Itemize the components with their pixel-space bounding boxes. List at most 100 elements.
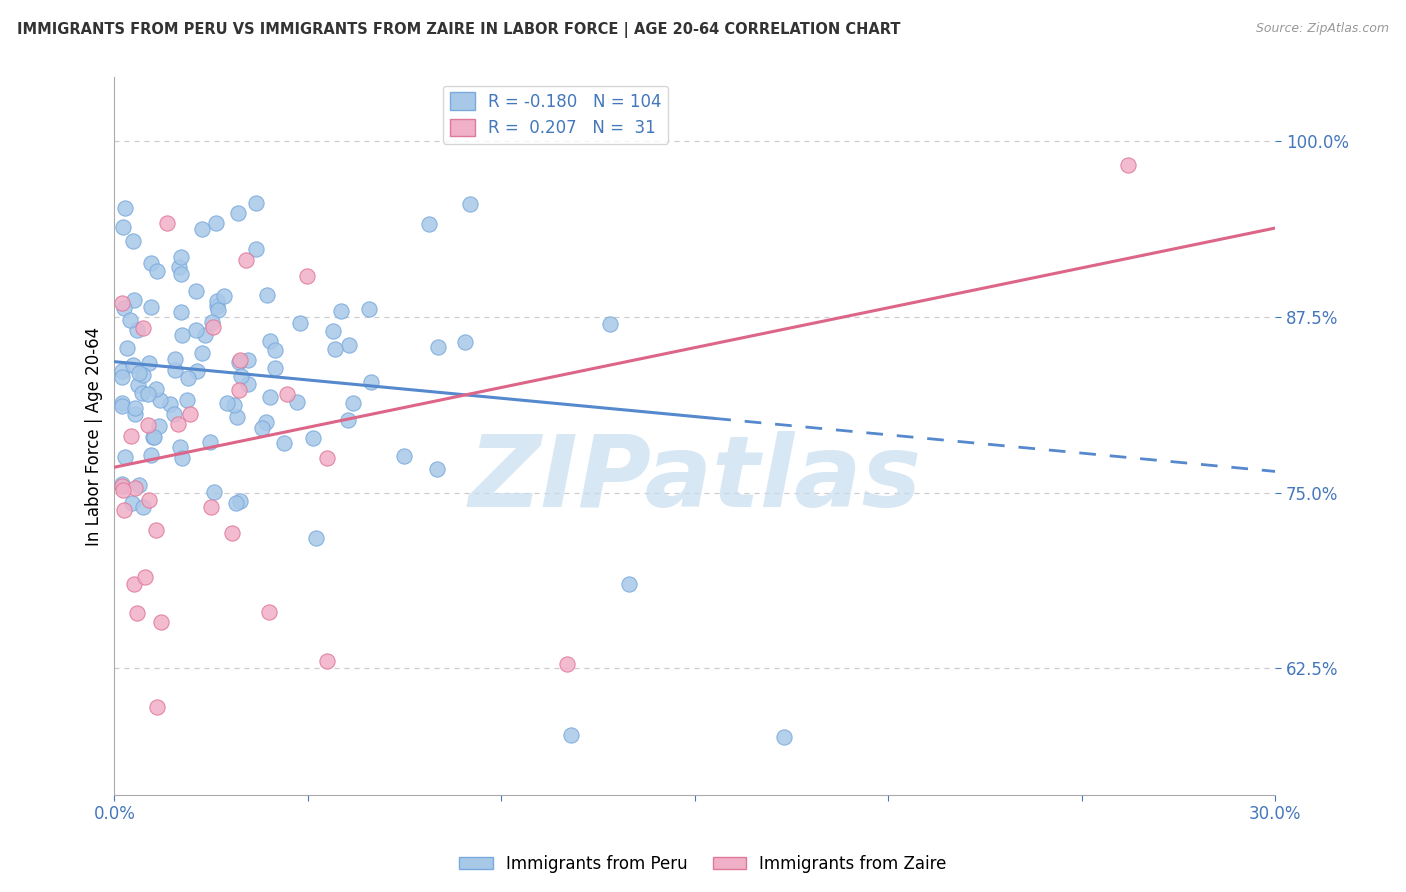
Point bbox=[201, 315, 224, 329]
Point bbox=[127, 378, 149, 392]
Point bbox=[259, 391, 281, 405]
Point bbox=[172, 328, 194, 343]
Point bbox=[221, 526, 243, 541]
Point bbox=[138, 493, 160, 508]
Point bbox=[120, 428, 142, 442]
Point bbox=[360, 375, 382, 389]
Point bbox=[202, 485, 225, 500]
Point bbox=[198, 435, 221, 450]
Point bbox=[125, 323, 148, 337]
Point bbox=[322, 324, 344, 338]
Point bbox=[316, 654, 339, 668]
Point bbox=[165, 363, 187, 377]
Point bbox=[460, 197, 482, 211]
Point bbox=[229, 353, 252, 368]
Point bbox=[169, 260, 191, 274]
Point bbox=[111, 396, 134, 410]
Point bbox=[131, 385, 153, 400]
Text: IMMIGRANTS FROM PERU VS IMMIGRANTS FROM ZAIRE IN LABOR FORCE | AGE 20-64 CORRELA: IMMIGRANTS FROM PERU VS IMMIGRANTS FROM … bbox=[17, 22, 900, 38]
Point bbox=[148, 419, 170, 434]
Point bbox=[212, 289, 235, 303]
Point bbox=[191, 346, 214, 360]
Point bbox=[184, 323, 207, 337]
Point bbox=[184, 284, 207, 298]
Point bbox=[143, 429, 166, 443]
Point bbox=[134, 570, 156, 584]
Point bbox=[250, 421, 273, 435]
Point bbox=[245, 242, 267, 256]
Point bbox=[111, 295, 134, 310]
Point bbox=[121, 234, 143, 248]
Point bbox=[111, 483, 134, 498]
Point bbox=[236, 377, 259, 392]
Point bbox=[273, 435, 295, 450]
Point bbox=[145, 263, 167, 277]
Point bbox=[205, 293, 228, 308]
Point bbox=[225, 409, 247, 424]
Point bbox=[229, 494, 252, 508]
Point bbox=[337, 413, 360, 427]
Point bbox=[165, 352, 187, 367]
Point bbox=[236, 352, 259, 367]
Text: ZIPatlas: ZIPatlas bbox=[468, 431, 921, 528]
Point bbox=[225, 496, 247, 510]
Point bbox=[325, 342, 347, 356]
Point bbox=[560, 727, 582, 741]
Point bbox=[169, 440, 191, 454]
Point bbox=[169, 267, 191, 281]
Point bbox=[555, 657, 578, 672]
Point bbox=[112, 503, 135, 517]
Point bbox=[112, 301, 135, 316]
Point bbox=[254, 415, 277, 429]
Point bbox=[176, 392, 198, 407]
Point bbox=[145, 382, 167, 396]
Point bbox=[228, 383, 250, 397]
Point bbox=[114, 450, 136, 464]
Point bbox=[156, 216, 179, 230]
Point bbox=[235, 252, 257, 267]
Point bbox=[305, 531, 328, 545]
Point bbox=[141, 430, 163, 444]
Text: Source: ZipAtlas.com: Source: ZipAtlas.com bbox=[1256, 22, 1389, 36]
Point bbox=[163, 407, 186, 421]
Point bbox=[149, 615, 172, 629]
Point bbox=[599, 317, 621, 331]
Point bbox=[132, 368, 155, 383]
Point bbox=[128, 478, 150, 492]
Point bbox=[1118, 158, 1140, 172]
Point bbox=[111, 479, 134, 493]
Point bbox=[112, 219, 135, 234]
Point bbox=[264, 360, 287, 375]
Point bbox=[128, 366, 150, 380]
Point bbox=[141, 448, 163, 462]
Point bbox=[111, 364, 134, 378]
Point bbox=[111, 476, 134, 491]
Point bbox=[139, 301, 162, 315]
Legend: R = -0.180   N = 104, R =  0.207   N =  31: R = -0.180 N = 104, R = 0.207 N = 31 bbox=[443, 86, 668, 144]
Point bbox=[132, 321, 155, 335]
Point bbox=[200, 500, 222, 514]
Point bbox=[111, 399, 134, 413]
Point bbox=[285, 395, 308, 409]
Point bbox=[167, 417, 190, 432]
Point bbox=[177, 370, 200, 384]
Point bbox=[138, 356, 160, 370]
Point bbox=[136, 417, 159, 432]
Point bbox=[302, 432, 325, 446]
Point bbox=[617, 577, 640, 591]
Point bbox=[124, 482, 146, 496]
Point bbox=[297, 268, 319, 283]
Point bbox=[169, 305, 191, 319]
Point bbox=[145, 523, 167, 537]
Point bbox=[205, 216, 228, 230]
Point bbox=[136, 386, 159, 401]
Point bbox=[229, 369, 252, 384]
Point bbox=[139, 256, 162, 270]
Point bbox=[202, 319, 225, 334]
Legend: Immigrants from Peru, Immigrants from Zaire: Immigrants from Peru, Immigrants from Za… bbox=[453, 848, 953, 880]
Point bbox=[228, 354, 250, 368]
Point bbox=[426, 462, 449, 476]
Point bbox=[337, 338, 360, 352]
Point bbox=[194, 327, 217, 342]
Point bbox=[359, 302, 381, 317]
